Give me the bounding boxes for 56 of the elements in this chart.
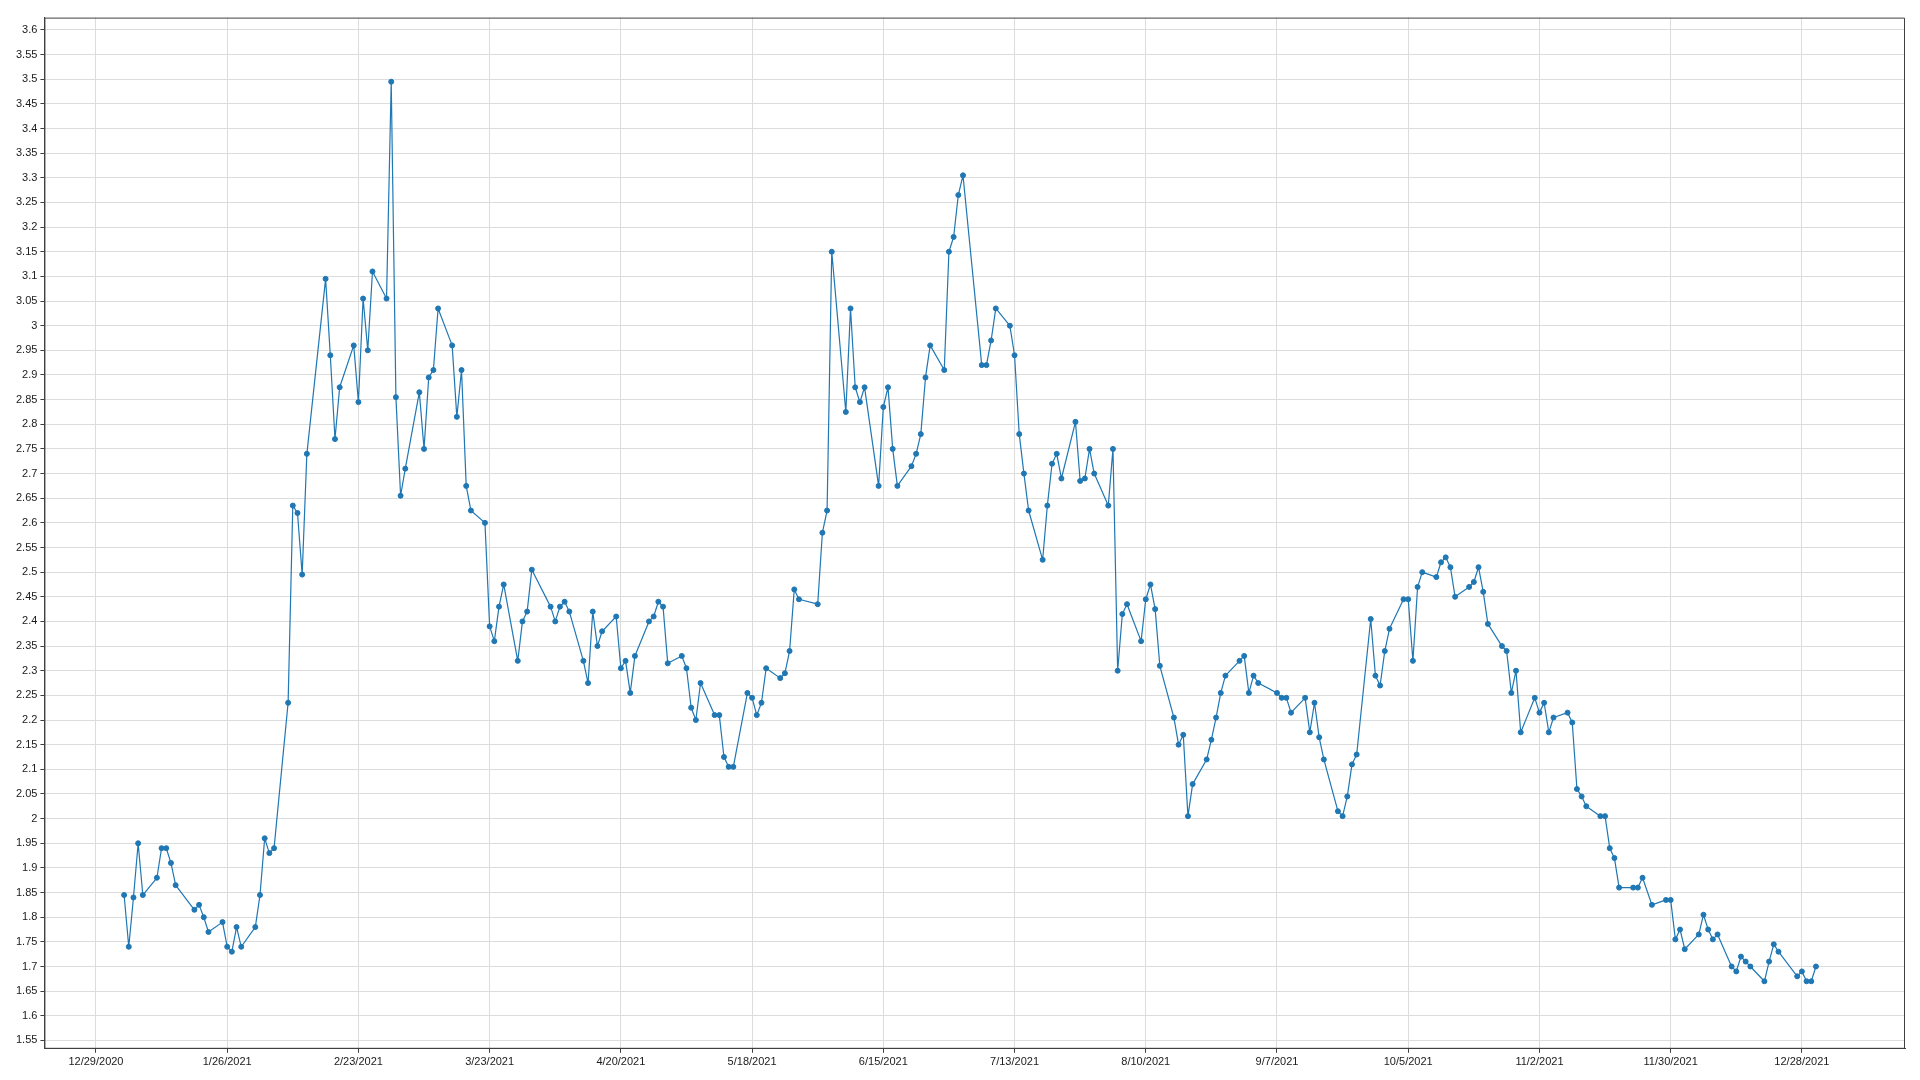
y-tick-label: 2.3: [22, 663, 38, 676]
y-tick-label: 2.8: [22, 417, 38, 430]
y-tick-label: 3.6: [22, 22, 38, 35]
y-tick-label: 2.85: [15, 392, 38, 405]
y-tick-label: 2.5: [22, 565, 38, 578]
x-tick-label: 3/23/2021: [465, 1055, 515, 1068]
x-tick-label: 11/2/2021: [1515, 1055, 1564, 1068]
y-tick-label: 1.95: [15, 836, 38, 849]
y-tick-label: 2.65: [15, 491, 38, 504]
y-tick-label: 2.45: [15, 589, 38, 602]
y-tick-label: 2.95: [15, 343, 38, 356]
y-tick-label: 1.85: [15, 885, 38, 898]
y-tick-label: 3.35: [15, 146, 38, 159]
y-tick-label: 1.7: [22, 959, 38, 972]
y-tick-label: 2.75: [15, 441, 38, 454]
y-tick-label: 3: [31, 318, 38, 331]
y-tick-label: 2.9: [22, 368, 38, 380]
y-tick-label: 3.55: [15, 47, 38, 60]
y-tick-label: 1.8: [22, 910, 38, 923]
y-tick-label: 3.3: [22, 170, 38, 183]
y-tick-label: 2.25: [15, 688, 38, 701]
x-tick-label: 5/18/2021: [727, 1055, 777, 1068]
x-tick-label: 11/30/2021: [1643, 1055, 1698, 1068]
x-tick-label: 1/26/2021: [202, 1055, 252, 1068]
y-tick-label: 3.5: [22, 72, 38, 85]
y-tick-label: 2.4: [22, 614, 38, 627]
y-tick-label: 3.2: [22, 220, 38, 233]
y-tick-label: 3.25: [15, 195, 38, 208]
y-tick-label: 1.9: [22, 860, 38, 873]
x-tick-label: 12/28/2021: [1774, 1055, 1830, 1068]
y-tick-label: 2.1: [22, 762, 38, 775]
x-tick-label: 12/29/2020: [68, 1055, 124, 1068]
x-tick-label: 8/10/2021: [1121, 1055, 1171, 1068]
x-tick-label: 9/7/2021: [1255, 1055, 1299, 1068]
y-tick-label: 1.6: [22, 1008, 38, 1021]
y-tick-label: 2.05: [15, 786, 38, 799]
y-tick-label: 1.65: [15, 984, 38, 997]
y-tick-label: 3.15: [15, 244, 38, 257]
x-tick-label: 10/5/2021: [1383, 1055, 1433, 1068]
x-tick-label: 4/20/2021: [596, 1055, 646, 1068]
y-tick-label: 1.55: [15, 1033, 38, 1046]
y-tick-label: 2.35: [15, 639, 38, 652]
y-tick-label: 1.75: [15, 934, 38, 947]
y-tick-label: 3.1: [22, 269, 38, 282]
y-tick-label: 2.6: [22, 515, 38, 528]
y-tick-label: 2.55: [15, 540, 38, 553]
y-tick-label: 2: [31, 811, 38, 824]
y-tick-label: 2.7: [22, 466, 38, 479]
y-tick-label: 2.15: [15, 737, 38, 750]
y-tick-label: 3.4: [22, 121, 38, 134]
x-tick-label: 2/23/2021: [333, 1055, 383, 1068]
y-tick-label: 2.2: [22, 713, 38, 726]
y-tick-label: 3.05: [15, 294, 38, 307]
x-tick-label: 7/13/2021: [990, 1055, 1040, 1068]
x-tick-label: 6/15/2021: [858, 1055, 908, 1068]
y-tick-label: 3.45: [15, 96, 38, 109]
